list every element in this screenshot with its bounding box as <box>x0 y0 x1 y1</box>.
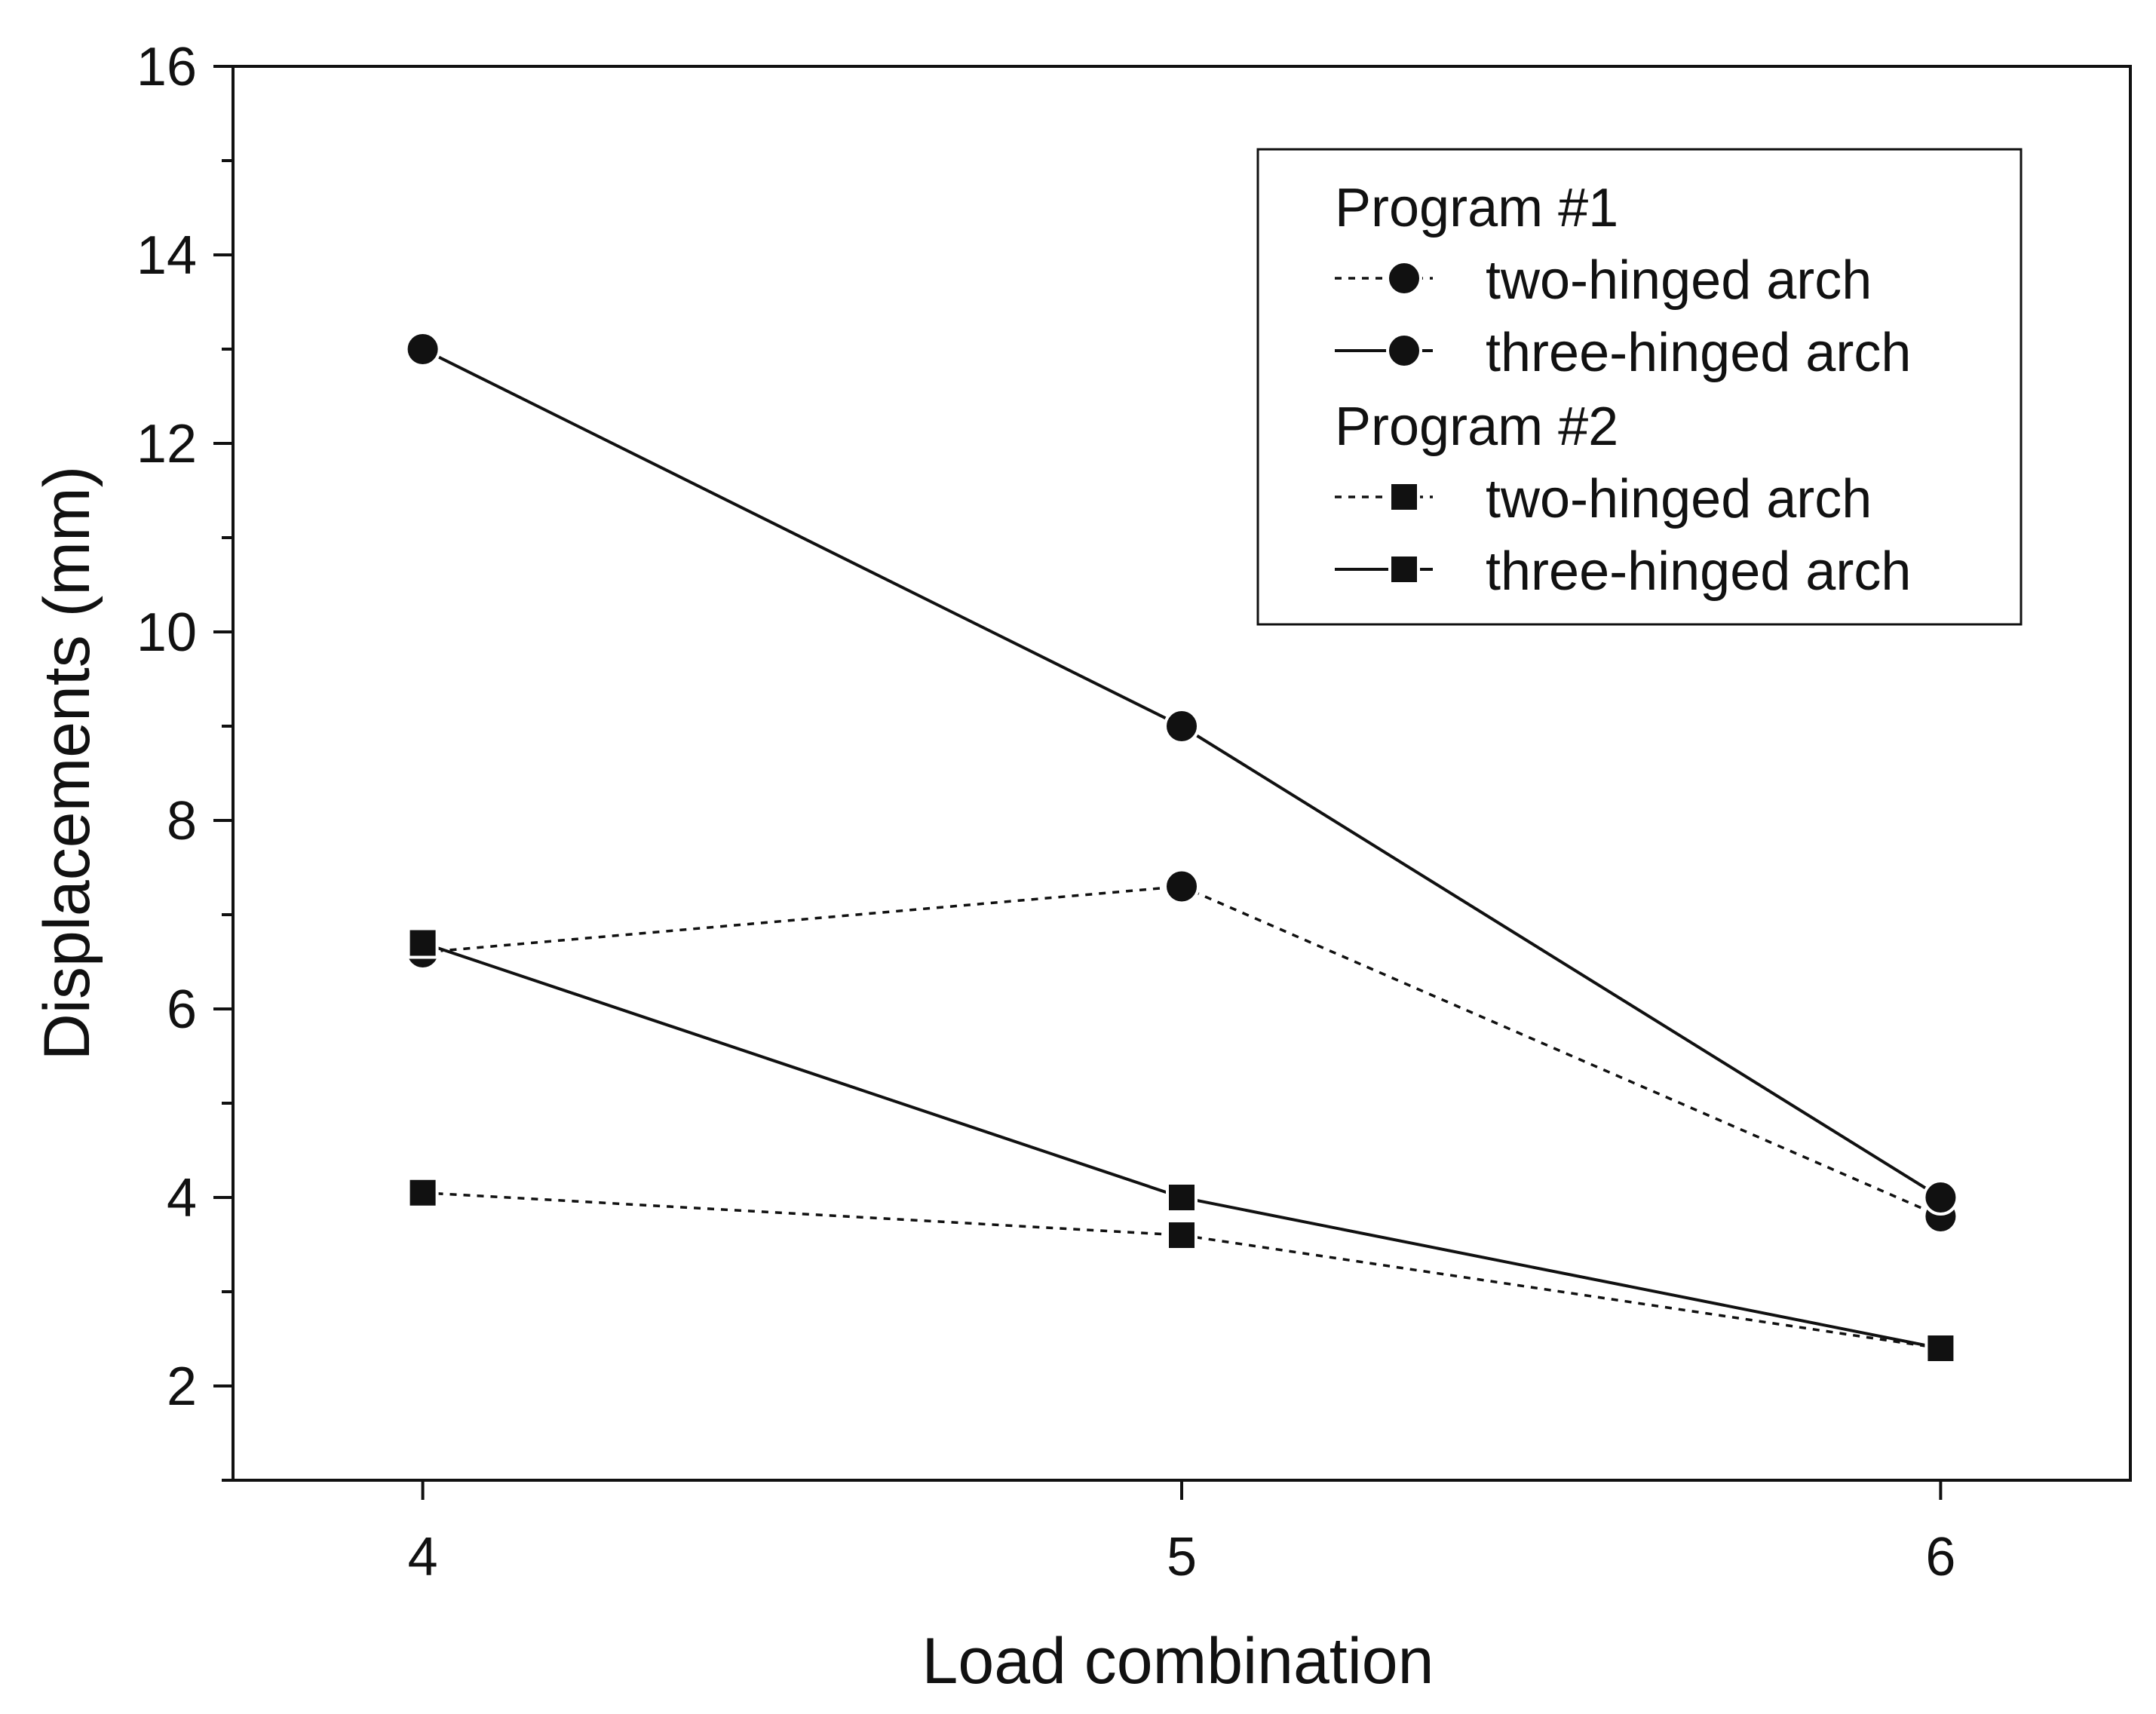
legend-box <box>1256 148 2023 626</box>
series-line-program-1-two-hinged-arch <box>422 885 1942 1218</box>
legend-marker-program-2-two-hinged-arch <box>1388 481 1420 513</box>
legend-marker-program-2-three-hinged-arch <box>1388 553 1420 585</box>
point-program-2-three-hinged-arch-x6 <box>1924 1332 1957 1364</box>
y-tick-label-14: 14 <box>136 225 197 286</box>
legend-label-program-1-three-hinged: three-hinged arch <box>1486 323 1911 383</box>
legend-marker-program-1-two-hinged-arch <box>1386 260 1422 296</box>
x-tick-label-6: 6 <box>1925 1527 1955 1587</box>
y-tick-label-6: 6 <box>167 980 197 1040</box>
series-program-1-two-hinged-arch <box>404 868 1959 1234</box>
series-program-2-three-hinged-arch <box>406 927 1957 1364</box>
plot-series <box>404 331 1959 1364</box>
legend-sample-program-1-three-hinged <box>1335 333 1433 369</box>
y-tick-label-4: 4 <box>167 1168 197 1228</box>
series-program-1-three-hinged-arch <box>404 331 1959 1216</box>
legend-label-program-1-two-hinged: two-hinged arch <box>1486 250 1872 311</box>
point-program-1-three-hinged-arch-x6 <box>1922 1179 1959 1216</box>
point-program-2-three-hinged-arch-x5 <box>1166 1182 1198 1213</box>
point-program-2-two-hinged-arch-x4 <box>406 1176 439 1209</box>
legend-marker-program-1-three-hinged-arch <box>1386 333 1422 369</box>
point-program-2-three-hinged-arch-x4 <box>406 927 439 959</box>
point-program-1-three-hinged-arch-x5 <box>1164 708 1200 744</box>
series-line-program-2-three-hinged-arch <box>422 941 1941 1350</box>
y-tick-label-8: 8 <box>167 791 197 851</box>
legend: Program #1 two-hinged arch three-hinged … <box>1256 148 2023 626</box>
legend-sample-program-1-two-hinged <box>1335 260 1433 296</box>
y-tick-label-12: 12 <box>136 414 197 474</box>
point-program-1-two-hinged-arch-x5 <box>1164 868 1200 905</box>
point-program-1-three-hinged-arch-x4 <box>404 331 441 367</box>
point-program-2-two-hinged-arch-x5 <box>1166 1219 1198 1251</box>
x-tick-label-5: 5 <box>1167 1527 1197 1587</box>
series-line-program-2-two-hinged-arch <box>422 1191 1941 1350</box>
x-axis: 4 5 6 <box>408 1480 1955 1587</box>
x-axis-label: Load combination <box>922 1625 1434 1697</box>
legend-label-program-2-two-hinged: two-hinged arch <box>1486 469 1872 529</box>
y-tick-label-16: 16 <box>136 37 197 97</box>
y-axis-label: Displacements (mm) <box>31 466 103 1060</box>
legend-heading-program-1: Program #1 <box>1335 178 1618 238</box>
legend-sample-program-2-three-hinged <box>1335 553 1433 585</box>
x-tick-label-4: 4 <box>408 1527 438 1587</box>
legend-label-program-2-three-hinged: three-hinged arch <box>1486 541 1911 602</box>
legend-sample-program-2-two-hinged <box>1335 481 1433 513</box>
y-tick-label-2: 2 <box>167 1357 197 1417</box>
y-tick-label-10: 10 <box>136 603 197 663</box>
legend-heading-program-2: Program #2 <box>1335 397 1618 457</box>
y-axis: 2 4 6 8 10 12 14 16 <box>136 37 233 1482</box>
